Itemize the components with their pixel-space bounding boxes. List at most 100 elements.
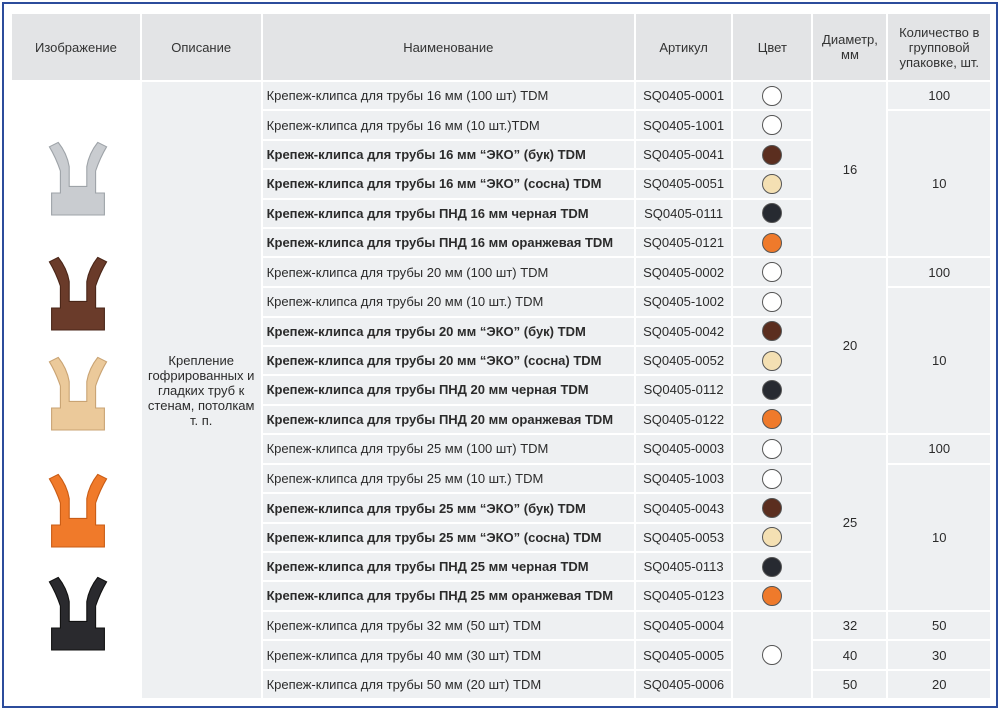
name-cell: Крепеж-клипса для трубы ПНД 20 мм оранже… [262,405,634,433]
color-cell [733,376,812,404]
name-cell: Крепеж-клипса для трубы ПНД 25 мм оранже… [262,582,634,610]
color-cell [733,434,812,463]
color-swatch [762,350,783,371]
name-cell: Крепеж-клипса для трубы 20 мм (100 шт) T… [262,258,634,286]
article-cell: SQ0405-0121 [635,228,732,257]
name-cell: Крепеж-клипса для трубы ПНД 25 мм черная… [262,553,634,581]
color-swatch [762,498,783,519]
color-swatch [762,438,783,459]
table-row: Крепеж-клипса для трубы 20 мм “ЭКО” (сос… [12,347,990,375]
color-cell [733,228,812,257]
clip-brown [48,256,108,331]
color-cell [733,258,812,286]
name-cell: Крепеж-клипса для трубы 16 мм “ЭКО” (бук… [262,141,634,169]
name-cell: Крепеж-клипса для трубы 20 мм “ЭКО” (бук… [262,317,634,346]
color-cell [733,141,812,169]
name-cell: Крепеж-клипса для трубы 25 мм (100 шт) T… [262,434,634,463]
table-row: Крепеж-клипса для трубы 25 мм (100 шт) T… [12,434,990,610]
name-cell: Крепеж-клипса для трубы 25 мм “ЭКО” (бук… [262,494,634,522]
clip-grey [48,141,108,216]
quantity-cell: 100 [888,82,990,110]
table-row: Крепеж-клипса для трубы 20 мм (10 шт.) T… [12,287,990,433]
clip-black [48,576,108,651]
name-cell: Крепеж-клипса для трубы 20 мм “ЭКО” (сос… [262,347,634,375]
article-cell: SQ0405-0006 [635,670,732,698]
name-cell: Крепеж-клипса для трубы 32 мм (50 шт) TD… [262,611,634,640]
name-cell: Крепеж-клипса для трубы 25 мм (10 шт.) T… [262,464,634,493]
article-cell: SQ0405-0043 [635,494,732,522]
color-cell [733,405,812,433]
article-cell: SQ0405-0111 [635,199,732,227]
table-row: Крепеж-клипса для трубы 16 мм (10 шт.)TD… [12,111,990,257]
table-body: Крепление гофрированных и гладких труб к… [12,82,990,698]
color-swatch [762,379,783,400]
header-cell: Цвет [733,14,812,80]
color-swatch [762,585,783,606]
article-cell: SQ0405-0123 [635,582,732,610]
quantity-cell: 100 [888,258,990,286]
color-swatch [762,321,783,342]
table-row: Крепление гофрированных и гладких труб к… [12,82,990,698]
table-row: Крепеж-клипса для трубы ПНД 16 мм оранже… [12,228,990,257]
name-cell: Крепеж-клипса для трубы ПНД 16 мм черная… [262,199,634,227]
article-cell: SQ0405-0052 [635,347,732,375]
color-cell [733,199,812,227]
color-cell [733,111,812,140]
diameter-cell: 40 [813,641,887,669]
article-cell: SQ0405-0005 [635,641,732,669]
table-row: Крепеж-клипса для трубы 40 мм (30 шт) TD… [12,641,990,669]
quantity-cell: 100 [888,434,990,463]
color-swatch [762,468,783,489]
diameter-cell: 16 [813,82,887,257]
clip-orange [48,473,108,548]
color-swatch [762,203,783,224]
name-cell: Крепеж-клипса для трубы 50 мм (20 шт) TD… [262,670,634,698]
color-cell [733,82,812,110]
color-swatch [762,262,783,283]
table-row: Крепеж-клипса для трубы ПНД 16 мм черная… [12,199,990,227]
header-cell: Изображение [12,14,140,80]
color-cell [733,347,812,375]
color-cell [733,553,812,581]
table-row: Крепеж-клипса для трубы 25 мм (10 шт.) T… [12,464,990,610]
color-swatch [762,644,783,665]
color-cell [733,287,812,316]
color-cell [733,494,812,522]
color-swatch [762,409,783,430]
table-row: Крепеж-клипса для трубы 25 мм “ЭКО” (сос… [12,523,990,552]
color-swatch [762,232,783,253]
diameter-cell: 20 [813,258,887,433]
table-row: Крепеж-клипса для трубы 16 мм “ЭКО” (бук… [12,141,990,169]
article-cell: SQ0405-0002 [635,258,732,286]
table-row: Крепеж-клипса для трубы ПНД 25 мм черная… [12,553,990,581]
quantity-cell: 10 [888,464,990,610]
article-cell: SQ0405-1001 [635,111,732,140]
quantity-cell: 10 [888,111,990,257]
article-cell: SQ0405-0004 [635,611,732,640]
clip-beige [48,356,108,431]
table-row: Крепеж-клипса для трубы 16 мм “ЭКО” (сос… [12,170,990,198]
description-cell: Крепление гофрированных и гладких труб к… [141,82,261,698]
diameter-cell: 32 [813,611,887,640]
color-cell [733,523,812,552]
header-cell: Описание [141,14,261,80]
article-cell: SQ0405-0003 [635,434,732,463]
article-cell: SQ0405-0113 [635,553,732,581]
name-cell: Крепеж-клипса для трубы ПНД 16 мм оранже… [262,228,634,257]
quantity-cell: 30 [888,641,990,669]
article-cell: SQ0405-0122 [635,405,732,433]
color-cell [733,170,812,198]
article-cell: SQ0405-0042 [635,317,732,346]
table-row: Крепеж-клипса для трубы 25 мм “ЭКО” (бук… [12,494,990,522]
quantity-cell: 20 [888,670,990,698]
table-row: Крепеж-клипса для трубы 20 мм (100 шт) T… [12,258,990,433]
diameter-cell: 50 [813,670,887,698]
color-cell [733,611,812,698]
color-swatch [762,527,783,548]
table-row: Крепеж-клипса для трубы ПНД 25 мм оранже… [12,582,990,610]
article-cell: SQ0405-0051 [635,170,732,198]
header-cell: Наименование [262,14,634,80]
header-cell: Артикул [635,14,732,80]
